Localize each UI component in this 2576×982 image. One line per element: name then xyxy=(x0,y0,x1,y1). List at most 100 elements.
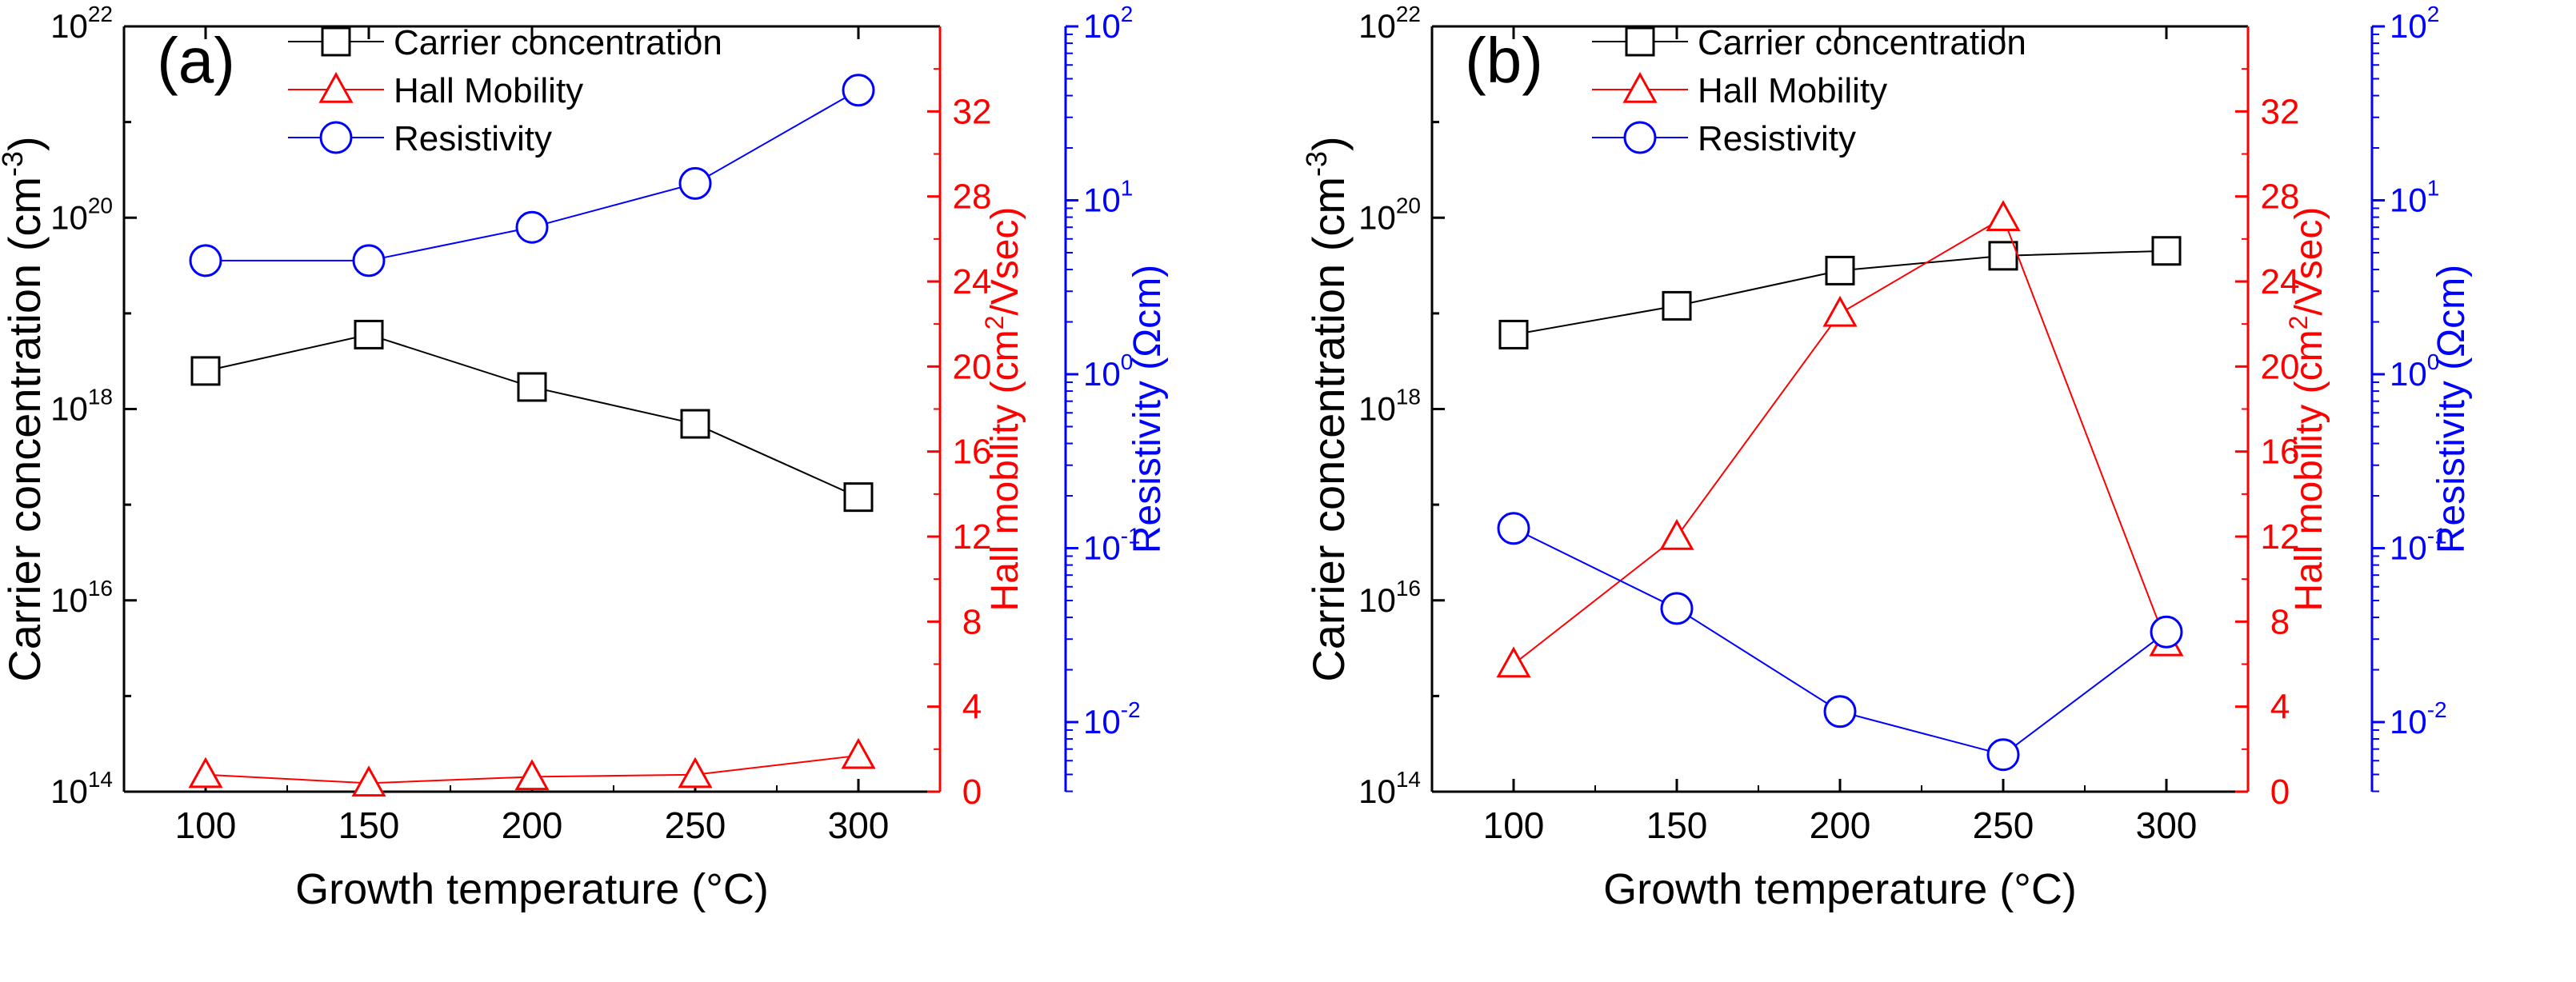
data-point-circle xyxy=(189,244,222,277)
data-point-square xyxy=(1498,319,1529,349)
x-tick-label: 250 xyxy=(1973,804,2034,846)
data-point-circle xyxy=(1497,512,1530,545)
mobility-tick-label: 12 xyxy=(2261,517,2300,557)
resistivity-tick-label: 100 xyxy=(2390,349,2439,393)
mobility-tick-label: 8 xyxy=(962,602,982,641)
mobility-tick-label: 12 xyxy=(953,517,992,557)
left-tick-label: 1020 xyxy=(50,193,113,236)
mobility-tick-label: 32 xyxy=(2261,92,2300,131)
resistivity-tick-label: 100 xyxy=(1083,349,1133,393)
x-tick-label: 150 xyxy=(338,804,400,846)
data-point-triangle xyxy=(678,756,713,788)
data-point-triangle xyxy=(1496,646,1531,678)
data-point-square xyxy=(354,319,384,349)
resistivity-axis-title: Resistivity (Ωcm) xyxy=(2430,265,2473,553)
resistivity-tick-label: 101 xyxy=(2390,176,2439,219)
mobility-tick-label: 4 xyxy=(962,688,982,727)
x-tick-label: 100 xyxy=(175,804,237,846)
resistivity-tick-label: 10-2 xyxy=(1083,697,1141,740)
mobility-tick-label: 16 xyxy=(2261,433,2300,472)
series-line-square xyxy=(205,333,859,498)
x-axis-title: Growth temperature (°C) xyxy=(295,865,769,913)
left-axis-title: Carrier concentration (cm-3) xyxy=(0,136,50,681)
data-point-triangle xyxy=(1986,200,2021,231)
left-tick-label: 1018 xyxy=(1358,385,1421,428)
left-axis-title: Carrier concentration (cm-3) xyxy=(1300,136,1354,681)
data-point-circle xyxy=(1823,695,1857,729)
mobility-tick-label: 8 xyxy=(2270,602,2290,641)
data-point-triangle xyxy=(841,737,876,769)
mobility-tick-label: 24 xyxy=(2261,262,2300,301)
mobility-axis-title: Hall mobility (cm2/Vsec) xyxy=(980,207,1026,612)
panel-label: (b) xyxy=(1465,25,1543,96)
mobility-tick-label: 28 xyxy=(2261,178,2300,217)
data-point-triangle xyxy=(1659,518,1694,550)
mobility-tick-label: 28 xyxy=(953,178,992,217)
left-tick-label: 1020 xyxy=(1358,193,1421,236)
legend-label: Hall Mobility xyxy=(1698,71,1887,110)
resistivity-tick-label: 10-2 xyxy=(2390,697,2447,740)
resistivity-tick-label: 10-1 xyxy=(2390,524,2447,567)
mobility-tick-label: 0 xyxy=(962,772,982,812)
mobility-axis-title: Hall mobility (cm2/Vsec) xyxy=(2284,207,2330,612)
x-tick-label: 100 xyxy=(1483,804,1545,846)
x-tick-label: 200 xyxy=(502,804,563,846)
resistivity-tick-label: 102 xyxy=(2390,2,2439,45)
legend-label: Resistivity xyxy=(394,119,552,158)
data-point-triangle xyxy=(188,756,223,788)
data-point-circle xyxy=(352,244,386,277)
data-point-square xyxy=(1988,241,2018,271)
legend-label: Carrier concentration xyxy=(1698,23,2026,62)
data-point-circle xyxy=(1986,738,2020,772)
x-tick-label: 200 xyxy=(1810,804,1871,846)
left-tick-label: 1022 xyxy=(1358,2,1421,45)
legend-marker xyxy=(1623,121,1657,154)
data-point-circle xyxy=(842,74,875,107)
left-tick-label: 1016 xyxy=(50,576,113,619)
resistivity-tick-label: 101 xyxy=(1083,176,1133,219)
panel-label: (a) xyxy=(157,25,235,96)
data-point-circle xyxy=(2150,615,2183,649)
mobility-tick-label: 16 xyxy=(953,433,992,472)
legend-marker xyxy=(1625,26,1655,57)
data-point-triangle xyxy=(351,765,386,797)
data-point-triangle xyxy=(514,759,550,791)
panel-a: 100 150 200 250 3001014101610181020102204812… xyxy=(0,2,1169,913)
x-tick-label: 250 xyxy=(665,804,726,846)
data-point-circle xyxy=(515,210,549,244)
left-tick-label: 1014 xyxy=(1358,767,1421,810)
left-tick-label: 1016 xyxy=(1358,576,1421,619)
data-point-square xyxy=(517,372,547,402)
data-point-circle xyxy=(1660,592,1694,625)
legend-label: Resistivity xyxy=(1698,119,1856,158)
x-tick-label: 300 xyxy=(828,804,890,846)
left-tick-label: 1014 xyxy=(50,767,113,810)
legend-label: Hall Mobility xyxy=(394,71,583,110)
x-tick-label: 300 xyxy=(2136,804,2198,846)
mobility-tick-label: 4 xyxy=(2270,688,2290,727)
left-tick-label: 1022 xyxy=(50,2,113,45)
mobility-tick-label: 0 xyxy=(2270,772,2290,812)
data-point-circle xyxy=(678,166,712,200)
data-point-square xyxy=(190,356,221,386)
resistivity-tick-label: 102 xyxy=(1083,2,1133,45)
mobility-tick-label: 20 xyxy=(953,347,992,386)
x-tick-label: 150 xyxy=(1646,804,1708,846)
mobility-tick-label: 20 xyxy=(2261,347,2300,386)
data-point-square xyxy=(2151,236,2182,266)
legend-marker xyxy=(318,71,354,103)
panel-b: 100 150 200 250 3001014101610181020102204812… xyxy=(1300,2,2473,913)
legend-marker xyxy=(1622,71,1658,103)
data-point-triangle xyxy=(1822,295,1858,327)
legend-marker xyxy=(319,121,353,154)
mobility-tick-label: 24 xyxy=(953,262,992,301)
mobility-tick-label: 32 xyxy=(953,92,992,131)
legend-label: Carrier concentration xyxy=(394,23,722,62)
data-point-square xyxy=(843,482,874,513)
legend-marker xyxy=(321,26,351,57)
data-point-square xyxy=(680,409,710,439)
left-tick-label: 1018 xyxy=(50,385,113,428)
resistivity-tick-label: 10-1 xyxy=(1083,524,1141,567)
